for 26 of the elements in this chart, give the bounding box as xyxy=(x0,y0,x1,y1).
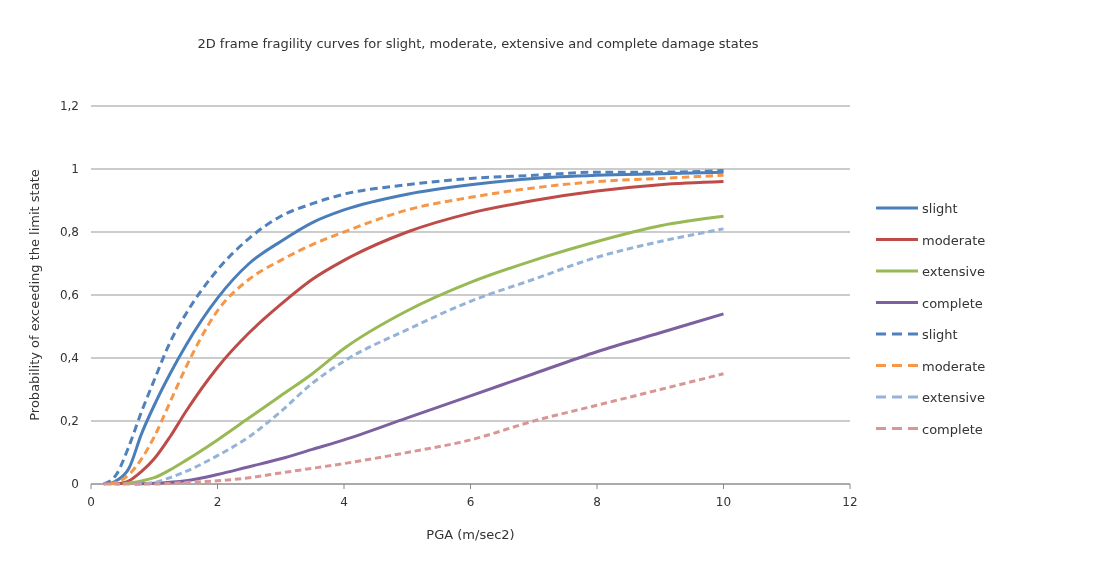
x-tick-label: 8 xyxy=(593,495,601,509)
legend-label: slight xyxy=(922,327,958,342)
legend-label: slight xyxy=(922,201,958,216)
x-tick-label: 0 xyxy=(87,495,95,509)
x-tick-label: 12 xyxy=(842,495,858,509)
chart-title: 2D frame fragility curves for slight, moderate, extensive and complete damage states xyxy=(197,36,759,51)
y-tick-label: 0 xyxy=(71,477,79,491)
y-tick-label: 1 xyxy=(71,162,79,176)
legend-label: moderate xyxy=(922,358,986,374)
legend-label: complete xyxy=(922,295,983,311)
legend-label: extensive xyxy=(922,264,985,279)
line-series xyxy=(102,372,725,486)
y-axis-title: Probability of exceeding the limit state xyxy=(27,169,42,421)
y-tick-label: 1,2 xyxy=(59,99,79,113)
legend-label: extensive xyxy=(922,390,985,405)
y-tick-label: 0,2 xyxy=(59,414,79,428)
x-tick-label: 6 xyxy=(466,495,475,509)
x-tick-label: 2 xyxy=(213,495,222,509)
x-tick-label: 10 xyxy=(715,495,732,509)
y-tick-label: 0,8 xyxy=(59,225,79,239)
legend-label: complete xyxy=(922,421,983,437)
y-tick-label: 0,6 xyxy=(59,288,79,302)
legend-label: moderate xyxy=(922,232,986,248)
x-tick-label: 4 xyxy=(340,495,348,509)
y-tick-label: 0,4 xyxy=(59,351,79,365)
x-axis-title: PGA (m/sec2) xyxy=(426,527,515,542)
